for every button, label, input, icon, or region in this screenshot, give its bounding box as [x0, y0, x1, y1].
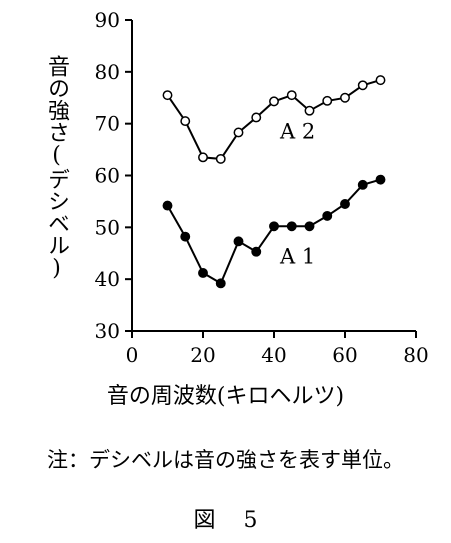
data-point-a2 — [233, 127, 244, 138]
data-point-a1 — [340, 199, 350, 209]
data-point-a2 — [304, 105, 315, 116]
y-tick-label: 30 — [95, 319, 120, 343]
data-point-a1 — [233, 236, 244, 247]
data-point-a1 — [269, 221, 279, 232]
x-axis-label: 音の周波数(キロヘルツ) — [106, 384, 345, 409]
data-point-a2 — [322, 95, 333, 106]
x-tick-label: 40 — [261, 343, 286, 367]
y-tick-label: 90 — [95, 8, 120, 32]
y-axis-label: 音の強さ(デシベル) — [44, 55, 69, 281]
data-point-a1 — [198, 267, 208, 278]
data-point-a2 — [286, 90, 297, 101]
data-point-a2 — [180, 116, 191, 127]
data-point-a1 — [375, 174, 386, 185]
chart-axes: 30 40 50 60 70 80 90 0 20 40 60 80 — [95, 8, 429, 367]
data-point-a1 — [304, 221, 315, 232]
series-label-a1: A 1 — [279, 244, 315, 268]
data-point-a2 — [269, 96, 279, 107]
x-tick-label: 0 — [126, 343, 139, 367]
y-tick-label: 80 — [95, 60, 120, 84]
data-point-a2 — [198, 152, 208, 163]
x-tick-label: 80 — [403, 343, 428, 367]
data-point-a2 — [357, 80, 368, 91]
data-point-a1 — [180, 231, 191, 242]
figure-number: 5 — [243, 508, 258, 533]
x-tick-label: 60 — [332, 343, 357, 367]
series-line-a1 — [166, 178, 381, 285]
data-point-a1 — [162, 200, 173, 211]
figure-prefix: 図 — [193, 508, 216, 533]
data-point-a1 — [251, 246, 262, 257]
y-tick-label: 70 — [95, 112, 120, 136]
series-label-a2: A 2 — [279, 119, 315, 143]
data-point-a1 — [357, 179, 368, 190]
series-line-a2 — [166, 79, 381, 160]
data-point-a1 — [286, 221, 297, 232]
y-tick-label: 60 — [95, 164, 120, 188]
chart-marks: A 2 A 1 — [162, 75, 386, 289]
data-point-a2 — [215, 153, 226, 164]
footnote: 注：デシベルは音の強さを表す単位。 — [47, 448, 404, 472]
y-tick-label: 50 — [95, 215, 120, 239]
data-point-a1 — [322, 210, 333, 221]
data-point-a2 — [340, 92, 350, 103]
data-point-a2 — [162, 90, 173, 101]
data-point-a2 — [375, 75, 386, 86]
x-tick-label: 20 — [190, 343, 215, 367]
y-tick-label: 40 — [95, 267, 120, 291]
line-chart: 30 40 50 60 70 80 90 0 20 40 60 80 A 2 A 1 — [95, 8, 429, 367]
data-point-a1 — [215, 278, 226, 289]
data-point-a2 — [251, 112, 262, 123]
